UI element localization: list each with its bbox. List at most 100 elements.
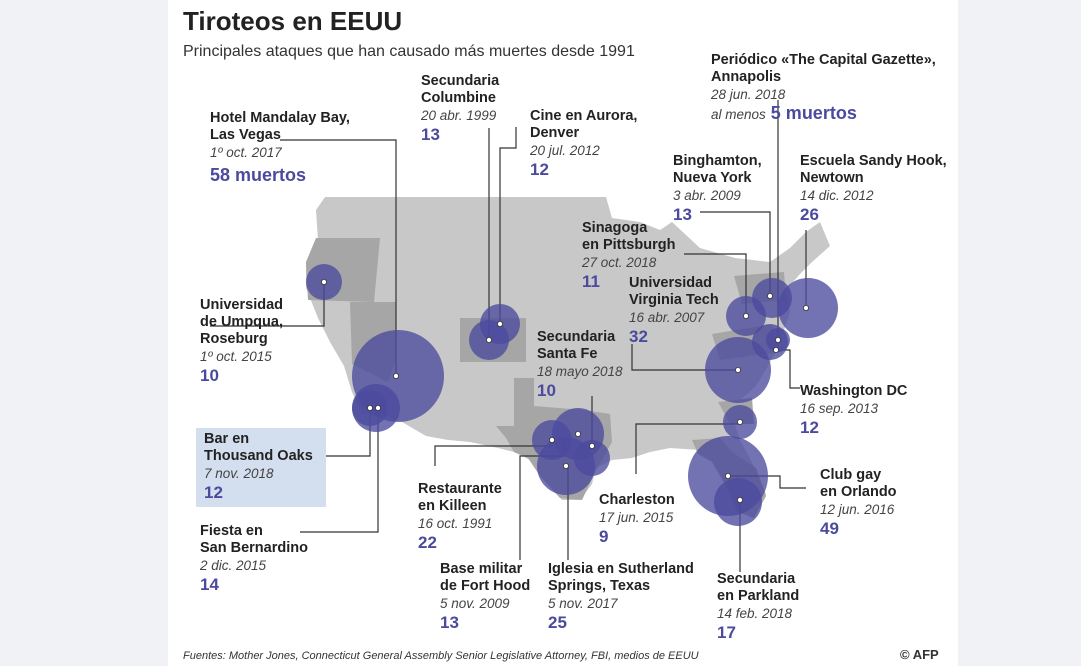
shooting-deaths: 32 (629, 327, 648, 346)
dot-columbine (485, 336, 492, 343)
leader-pittsburgh (684, 253, 747, 316)
label-parkland: Secundaria en Parkland 14 feb. 2018 17 (717, 571, 799, 641)
shooting-deaths: 26 (800, 205, 819, 224)
shooting-name: Denver (530, 125, 580, 141)
dot-charleston (737, 418, 744, 425)
leader-binghamton (700, 211, 771, 296)
shooting-deaths: 9 (599, 527, 609, 546)
dot-markers (320, 278, 810, 503)
shooting-name: Escuela Sandy Hook, (800, 153, 947, 169)
label-virginia-tech: Universidad Virginia Tech 16 abr. 2007 3… (629, 275, 719, 345)
shooting-name: Iglesia en Sutherland (548, 561, 694, 577)
shooting-date: 14 feb. 2018 (717, 606, 793, 621)
dot-umpqua (320, 278, 327, 285)
leader-virginia-tech (631, 344, 738, 371)
shooting-date: 7 nov. 2018 (204, 466, 274, 481)
shooting-deaths: 12 (800, 418, 819, 437)
label-san-bernardino: Fiesta en San Bernardino 2 dic. 2015 14 (200, 523, 308, 593)
shooting-deaths: 49 (820, 519, 839, 538)
us-mainland-shape (306, 197, 830, 518)
dot-sandy-hook (803, 304, 810, 311)
dot-aurora (496, 320, 503, 327)
shooting-deaths-row: al menos 5 muertos (711, 103, 936, 123)
shooting-name: Newtown (800, 170, 864, 186)
leader-aurora (499, 127, 517, 324)
shooting-deaths: 10 (200, 366, 219, 385)
shooting-name: Roseburg (200, 331, 268, 347)
shooting-deaths: 14 (200, 575, 219, 594)
shooting-name: Santa Fe (537, 346, 598, 362)
shooting-deaths: 5 muertos (770, 103, 857, 123)
shooting-name: Charleston (599, 492, 675, 508)
shooting-name: Sinagoga (582, 220, 648, 236)
shooting-date: 16 abr. 2007 (629, 310, 705, 325)
dot-washington (773, 346, 780, 353)
leader-mandalay (280, 139, 397, 376)
label-orlando: Club gay en Orlando 12 jun. 2016 49 (820, 467, 897, 537)
dot-orlando (725, 472, 732, 479)
shooting-deaths: 17 (717, 623, 736, 642)
dot-capital-gazette (775, 336, 782, 343)
shooting-deaths: 13 (421, 125, 440, 144)
shooting-date: 17 jun. 2015 (599, 510, 674, 525)
dot-san-bernardino (374, 404, 381, 411)
shooting-name: Universidad (200, 297, 283, 313)
shooting-deaths: 13 (440, 613, 459, 632)
left-margin (0, 0, 168, 666)
shooting-deaths: 11 (582, 272, 600, 291)
shooting-name: en Pittsburgh (582, 237, 676, 253)
shooting-name: Fiesta en (200, 523, 263, 539)
label-fort-hood: Base militar de Fort Hood 5 nov. 2009 13 (440, 561, 530, 631)
shooting-date: 2 dic. 2015 (200, 558, 267, 573)
shooting-deaths: 12 (530, 160, 549, 179)
dot-binghamton (767, 292, 774, 299)
leader-charleston (635, 423, 740, 474)
shooting-date: 20 jul. 2012 (530, 143, 600, 158)
shooting-date: 5 nov. 2009 (440, 596, 510, 611)
shooting-deaths: 13 (673, 205, 692, 224)
dot-killeen (575, 430, 582, 437)
label-columbine: Secundaria Columbine 20 abr. 1999 13 (421, 73, 499, 143)
shooting-name: Periódico «The Capital Gazette», (711, 52, 936, 68)
shooting-deaths: 58 muertos (210, 165, 307, 185)
shooting-name: Las Vegas (210, 127, 281, 143)
shooting-name: Washington DC (800, 383, 908, 399)
dot-santa-fe (589, 442, 596, 449)
shooting-name: Secundaria (537, 329, 616, 345)
page-title: Tiroteos en EEUU (183, 6, 403, 36)
label-thousand-oaks: Bar en Thousand Oaks 7 nov. 2018 12 (196, 428, 326, 507)
shooting-name: Cine en Aurora, (530, 108, 638, 124)
shooting-name: en Parkland (717, 588, 800, 604)
shooting-date: 12 jun. 2016 (820, 502, 895, 517)
label-santa-fe: Secundaria Santa Fe 18 mayo 2018 10 (537, 329, 623, 399)
bubble-santa-fe (574, 440, 610, 476)
shooting-date: 1º oct. 2017 (210, 145, 282, 160)
shooting-name: Nueva York (673, 170, 752, 186)
shooting-name: Bar en (204, 431, 250, 447)
shooting-date: 16 oct. 1991 (418, 516, 493, 531)
shooting-date: 27 oct. 2018 (582, 255, 657, 270)
label-sutherland: Iglesia en Sutherland Springs, Texas 5 n… (548, 561, 694, 631)
shooting-name: Springs, Texas (548, 578, 651, 594)
shooting-name: Restaurante (418, 481, 502, 497)
label-umpqua: Universidad de Umpqua, Roseburg 1º oct. … (200, 297, 283, 384)
label-killeen: Restaurante en Killeen 16 oct. 1991 22 (418, 481, 502, 551)
label-capital-gazette: Periódico «The Capital Gazette», Annapol… (711, 52, 936, 123)
label-charleston: Charleston 17 jun. 2015 9 (599, 492, 675, 545)
dot-fort-hood (549, 436, 556, 443)
dot-sutherland (563, 462, 570, 469)
shooting-name: de Umpqua, (200, 314, 283, 330)
shooting-deaths: 22 (418, 533, 437, 552)
dot-virginia-tech (735, 366, 742, 373)
shooting-name: Universidad (629, 275, 712, 291)
shooting-date: 28 jun. 2018 (711, 87, 786, 102)
label-mandalay: Hotel Mandalay Bay, Las Vegas 1º oct. 20… (210, 110, 350, 184)
shooting-date: 20 abr. 1999 (421, 108, 497, 123)
label-sandy-hook: Escuela Sandy Hook, Newtown 14 dic. 2012… (800, 153, 947, 223)
shooting-date: 14 dic. 2012 (800, 188, 874, 203)
shooting-date: 16 sep. 2013 (800, 401, 879, 416)
shooting-name: San Bernardino (200, 540, 308, 556)
shooting-name: Hotel Mandalay Bay, (210, 110, 350, 126)
shooting-name: Binghamton, (673, 153, 762, 169)
